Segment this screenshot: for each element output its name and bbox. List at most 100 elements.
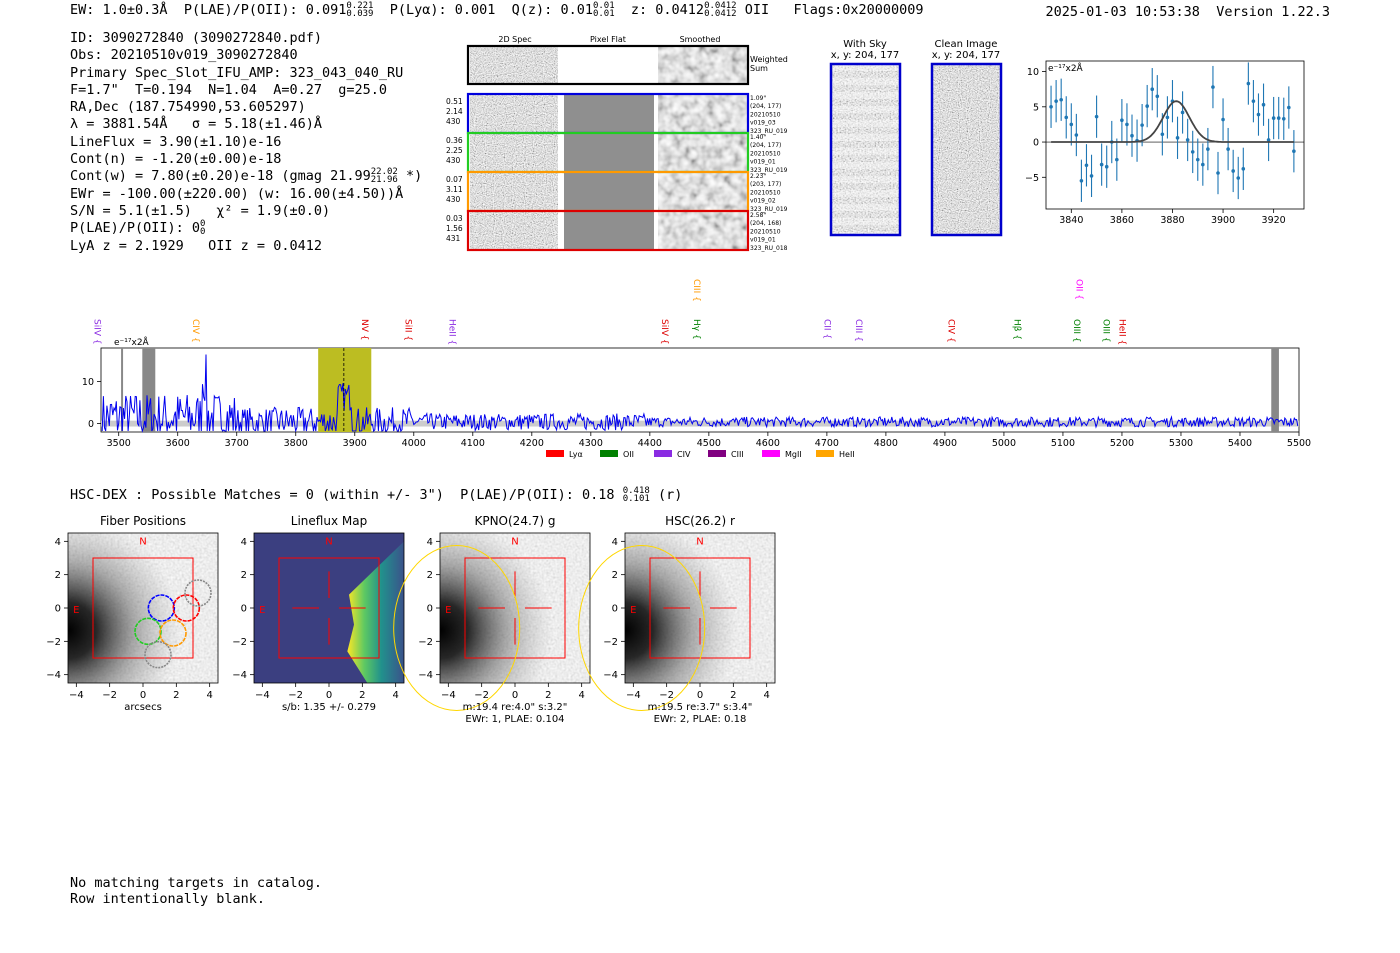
fit-point-26	[1180, 110, 1185, 115]
col-smoothed: Smoothed	[680, 35, 721, 44]
panel-caption-2-0: m:19.4 re:4.0" s:3.2"	[463, 702, 568, 713]
spectrum-line-label-8: CII {	[821, 319, 831, 339]
fit-xtick-label-3860: 3860	[1110, 215, 1134, 226]
img-ytick-label-3-4: −4	[603, 670, 618, 681]
img-ytick-label-1-0: 4	[241, 537, 247, 548]
fit-point-16	[1130, 133, 1134, 138]
legend-label-0: Lyα	[569, 450, 583, 459]
plya-value: P(Lyα): 0.001	[389, 2, 496, 18]
img-xtick-label-0-2: 0	[140, 690, 146, 701]
clean-image	[933, 65, 1000, 234]
spec-xtick-label-4300: 4300	[579, 438, 603, 449]
east-label-0: E	[73, 605, 79, 616]
cutout-flat-1	[564, 134, 654, 171]
img-ytick-label-0-4: −4	[46, 670, 61, 681]
fit-point-34	[1221, 117, 1225, 122]
spectrum-line-label-11: Hβ {	[1012, 319, 1022, 340]
cutout-2d-0	[470, 95, 558, 132]
cutout-flat-2	[564, 173, 654, 210]
fit-point-43	[1266, 138, 1271, 142]
fit-point-45	[1276, 116, 1281, 120]
cutout-left-2-1: 3.11	[446, 185, 463, 194]
fit-point-14	[1120, 118, 1124, 122]
cutout-left-0-2: 430	[446, 117, 461, 126]
spectrum-chart: SiIV {CIV {NV {SiII {HeII {SiIV {CIII {H…	[82, 279, 1311, 459]
img-ytick-label-2-0: 4	[427, 537, 433, 548]
cutout-right-3-2: 20210510	[750, 228, 781, 235]
fit-point-19	[1145, 104, 1149, 108]
spectrum-line-label-12: OII {	[1073, 279, 1083, 300]
fit-point-3	[1064, 115, 1069, 120]
fit-point-13	[1115, 157, 1119, 162]
cutout-right-2-4: 323_RU_019	[750, 206, 788, 213]
with-sky-coords: x, y: 204, 177	[831, 50, 900, 61]
weighted-flat	[559, 47, 657, 83]
fit-point-27	[1185, 138, 1190, 142]
north-label-3: N	[696, 537, 703, 548]
cutout-left-2-2: 430	[446, 195, 461, 204]
fit-point-33	[1216, 171, 1220, 175]
cutout-right-0-4: 323_RU_019	[750, 128, 788, 135]
img-xtick-label-0-0: −4	[69, 690, 84, 701]
fit-point-48	[1292, 149, 1296, 154]
z-value: z: 0.0412	[630, 2, 705, 18]
img-xtick-label-0-4: 4	[206, 690, 212, 701]
spectrum-mask-2	[1271, 348, 1279, 432]
img-xtick-label-3-4: 4	[763, 690, 769, 701]
spec-xtick-label-4200: 4200	[520, 438, 544, 449]
cutout-right-1-0: 1.40"	[750, 134, 766, 141]
cutout-right-2-3: v019_02	[750, 198, 776, 205]
aperture-box-3	[649, 557, 751, 659]
img-ytick-label-3-3: −2	[603, 637, 618, 648]
fit-xtick-label-3920: 3920	[1262, 215, 1286, 226]
spec-xtick-label-5200: 5200	[1110, 438, 1134, 449]
img-ytick-label-2-4: −4	[418, 670, 433, 681]
img-xtick-label-3-0: −4	[626, 690, 641, 701]
ew-value: EW: 1.0±0.3Å	[70, 2, 168, 18]
cutout-left-3-2: 431	[446, 234, 461, 243]
legend-label-3: CIII	[731, 450, 744, 459]
fit-point-7	[1084, 163, 1089, 168]
cutout-right-1-2: 20210510	[750, 150, 781, 157]
fit-point-18	[1140, 123, 1144, 127]
spec-xtick-label-5400: 5400	[1228, 438, 1252, 449]
weighted-label: Weighted	[750, 55, 788, 64]
spec-xtick-label-5500: 5500	[1287, 438, 1311, 449]
aperture-box-2	[464, 557, 566, 659]
sum-label: Sum	[750, 64, 768, 73]
spec-ytick-label-0: 0	[88, 419, 94, 430]
clean-frame	[930, 62, 1003, 237]
fit-ytick-label-0: 0	[1033, 138, 1039, 149]
spec-xtick-label-4800: 4800	[874, 438, 898, 449]
fit-unit-label: e⁻¹⁷x2Å	[1048, 62, 1084, 74]
weighted-2d	[470, 47, 558, 83]
spectrum-unit-label: e⁻¹⁷x2Å	[114, 336, 150, 348]
cutout-left-2-0: 0.07	[446, 175, 463, 184]
spectrum-line-label-9: CIII {	[853, 319, 863, 342]
cutout-right-2-2: 20210510	[750, 189, 781, 196]
img-ytick-label-1-4: −4	[232, 670, 247, 681]
header-summary: EW: 1.0±0.3Å P(LAE)/P(OII): 0.0910.221 0.…	[70, 2, 924, 19]
panel-caption-0-0: arcsecs	[124, 702, 162, 713]
cutout-left-1-0: 0.36	[446, 136, 463, 145]
fit-point-31	[1206, 147, 1210, 151]
qz-value: Q(z): 0.01	[511, 2, 593, 18]
fit-point-23	[1165, 115, 1170, 120]
fit-gaussian-curve	[1051, 100, 1294, 143]
sky-bands	[832, 65, 899, 234]
fit-point-40	[1251, 99, 1256, 103]
fit-ytick-label-10: 10	[1027, 67, 1039, 78]
detection-info: ID: 3090272840 (3090272840.pdf) Obs: 2021…	[70, 30, 422, 255]
image-galaxy-0	[68, 533, 218, 683]
info-obs: Obs: 20210510v019_3090272840	[70, 47, 298, 64]
panel-title-1: Lineflux Map	[291, 514, 367, 528]
img-xtick-label-2-2: 0	[512, 690, 518, 701]
fiber-circle-5	[184, 579, 212, 607]
spec-xtick-label-3800: 3800	[284, 438, 308, 449]
spec-xtick-label-3700: 3700	[225, 438, 249, 449]
cutout-right-1-1: (204, 177)	[750, 142, 781, 149]
img-xtick-label-3-2: 0	[697, 690, 703, 701]
img-ytick-label-1-2: 0	[241, 604, 247, 615]
spec-xtick-label-4100: 4100	[461, 438, 485, 449]
catalog-note-line2: Row intentionally blank.	[70, 890, 266, 907]
